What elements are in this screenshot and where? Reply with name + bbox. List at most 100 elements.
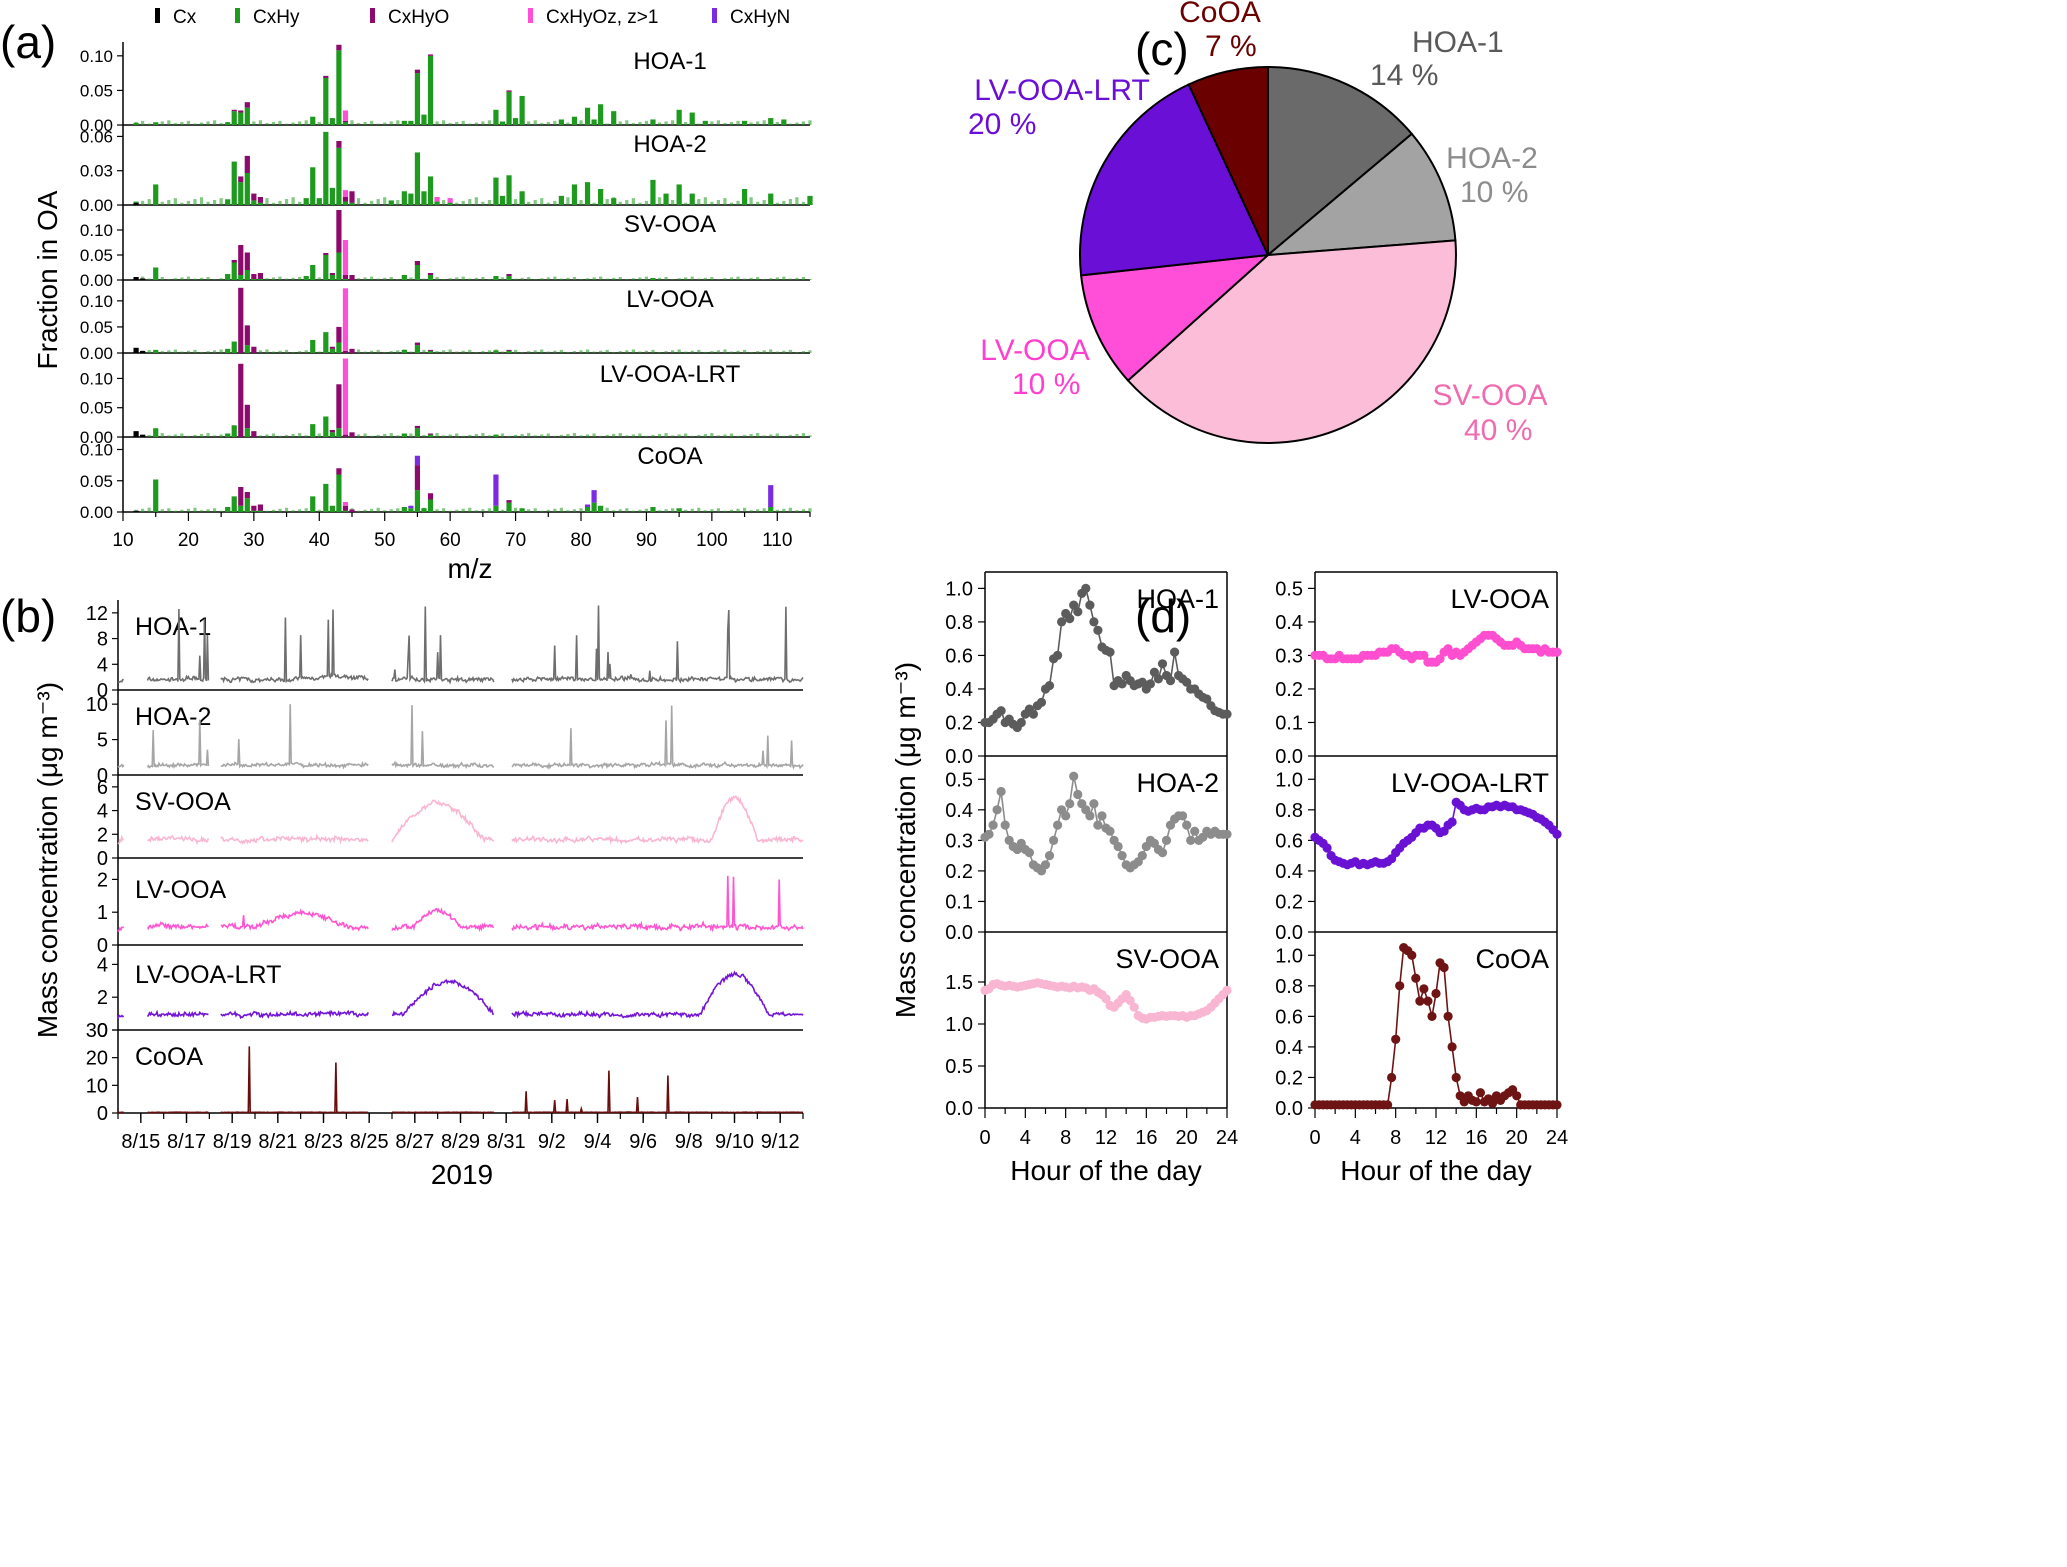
spectrum-minor-bar (710, 201, 714, 205)
y-tick-label: 1.0 (945, 1014, 973, 1036)
spectrum-minor-bar (540, 278, 544, 280)
spectrum-minor-bar (356, 349, 361, 353)
spectrum-minor-bar (690, 435, 694, 437)
spectrum-bar (676, 109, 682, 125)
spectrum-bar (329, 187, 335, 205)
spectrum-minor-bar (703, 197, 707, 205)
spectrum-minor-bar (684, 509, 688, 512)
legend-label: Cx (173, 7, 197, 28)
y-tick-label: 0.1 (945, 891, 973, 913)
pie-slice (1264, 132, 1457, 257)
spectrum-minor-bar (612, 510, 616, 512)
spectrum-bar (244, 498, 250, 512)
spectrum-minor-bar (180, 202, 184, 205)
spectrum-bar (781, 119, 787, 125)
spectrum-minor-bar (742, 349, 747, 353)
spectrum-minor-bar (370, 435, 374, 437)
spectrum-minor-bar (376, 278, 380, 280)
diurnal-point (1053, 650, 1063, 661)
spectrum-bar (401, 507, 407, 512)
spectrum-minor-bar (788, 123, 792, 125)
spectrum-bar (342, 201, 349, 205)
spectrum-minor-bar (396, 435, 400, 437)
spectrum-minor-bar (186, 276, 191, 280)
y-tick-label: 10 (86, 694, 108, 716)
spectrum-bar (336, 210, 342, 253)
spectrum-minor-bar (442, 508, 446, 512)
spectrum-minor-bar (618, 433, 622, 437)
diurnal-point (1069, 771, 1079, 781)
diurnal-point (1443, 1011, 1453, 1022)
spectrum-bar (447, 202, 453, 205)
spectrum-bar (303, 198, 309, 205)
spectrum-minor-bar (801, 509, 806, 512)
spectrum-minor-bar (605, 278, 609, 280)
spectrum-minor-bar (644, 200, 649, 205)
spectrum-minor-bar (546, 277, 550, 280)
spectrum-bar (414, 152, 421, 205)
spectrum-bar (506, 276, 512, 280)
spectrum-minor-bar (684, 121, 688, 125)
series-line (117, 704, 804, 770)
spectrum-bar (414, 342, 421, 346)
spectrum-minor-bar (448, 278, 452, 280)
spectrum-minor-bar (193, 123, 197, 125)
spectrum-bar (493, 276, 499, 280)
spectrum-bar (342, 120, 349, 123)
spectrum-bar (310, 339, 316, 353)
spectrum-bar (421, 508, 427, 512)
spectrum-minor-bar (729, 351, 734, 353)
diurnal-point (1065, 614, 1075, 624)
spectrum-bar (323, 253, 329, 255)
spectrum-minor-bar (631, 434, 635, 437)
spectrum-bar (329, 346, 335, 349)
spectrum-bar (349, 191, 355, 203)
spectrum-bar (238, 112, 244, 125)
spectrum-bar (133, 510, 139, 512)
x-tick-label: 80 (570, 530, 591, 551)
spectrum-minor-bar (186, 200, 191, 205)
spectrum-minor-bar (572, 509, 577, 512)
y-tick-label: 0.00 (80, 116, 113, 135)
spectrum-bar (650, 507, 656, 512)
spectrum-minor-bar (618, 509, 622, 512)
spectrum-minor-bar (546, 351, 550, 353)
spectrum-minor-bar (160, 351, 164, 353)
diurnal-point (1182, 677, 1192, 687)
spectrum-bar (244, 345, 250, 353)
pie-label-name: LV-OOA-LRT (974, 74, 1150, 107)
diurnal-point (1170, 647, 1180, 657)
spectrum-bar (257, 202, 263, 205)
spectrum-bar (323, 332, 329, 353)
spectrum-minor-bar (213, 435, 217, 437)
spectrum-bar (676, 184, 682, 205)
spectrum-bar (427, 434, 434, 437)
spectrum-minor-bar (487, 350, 491, 353)
spectrum-minor-bar (605, 199, 609, 205)
spectrum-minor-bar (298, 433, 302, 437)
spectrum-bar (689, 112, 695, 125)
diurnal-point (1085, 811, 1095, 821)
spectrum-bar (329, 275, 335, 280)
spectrum-minor-bar (180, 121, 184, 125)
spectrum-minor-bar (265, 349, 269, 353)
spectrum-minor-bar (671, 279, 675, 280)
x-tick-label: 20 (1506, 1127, 1528, 1149)
spectrum-bar (251, 200, 257, 205)
spectrum-bar (427, 493, 434, 500)
spectrum-minor-bar (762, 435, 766, 437)
spectrum-minor-bar (219, 278, 223, 280)
factor-name: HOA-1 (633, 48, 706, 75)
spectrum-bar (231, 496, 237, 512)
spectrum-minor-bar (579, 350, 583, 353)
diurnal-point (1222, 829, 1232, 839)
x-tick-label: 0 (1309, 1127, 1320, 1149)
spectrum-bar (336, 326, 342, 343)
pie-slice (1078, 83, 1270, 277)
x-tick-label: 8/19 (213, 1131, 252, 1153)
diurnal-point (1447, 1042, 1457, 1052)
spectrum-minor-bar (546, 121, 550, 125)
x-tick-label: 0 (979, 1127, 990, 1149)
y-tick-label: 0 (97, 680, 108, 702)
spectrum-minor-bar (206, 433, 210, 437)
